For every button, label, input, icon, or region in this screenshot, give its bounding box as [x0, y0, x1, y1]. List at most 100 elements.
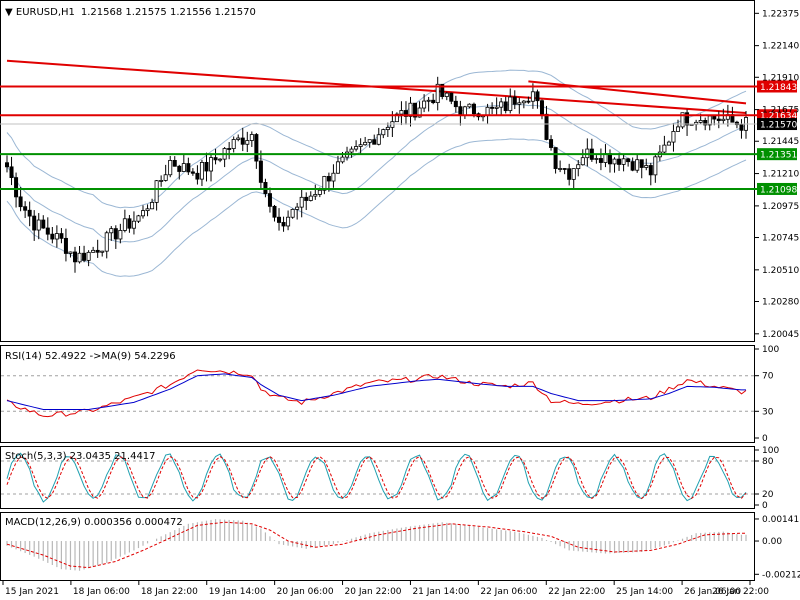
candle	[494, 97, 499, 116]
candle	[549, 135, 554, 151]
price-axis-tick-label: 1.20280	[762, 297, 799, 307]
candle	[648, 162, 653, 186]
candle	[9, 156, 14, 186]
candle	[508, 88, 513, 114]
price-axis-tick-label: 1.20745	[762, 234, 799, 244]
candle	[408, 96, 413, 127]
trendline[interactable]	[528, 80, 747, 105]
header-symbol: EURUSD,H1	[16, 7, 75, 18]
svg-text:1.21570: 1.21570	[760, 121, 797, 131]
candle	[109, 226, 114, 241]
candle	[666, 140, 671, 146]
candle	[68, 251, 73, 258]
candle	[354, 140, 359, 152]
candle	[685, 109, 690, 136]
candle	[399, 101, 404, 126]
time-axis-tick-label: 25 Jan 14:00	[616, 587, 673, 597]
stoch-label: Stoch(5,3,3) 23.0435 21.4417	[5, 451, 156, 462]
candle	[453, 95, 458, 113]
macd-axis-tick-label: 0.00	[762, 537, 782, 547]
candle	[612, 157, 617, 173]
candle	[358, 138, 363, 154]
candle	[54, 225, 59, 248]
rsi-axis-tick-label: 100	[762, 345, 779, 355]
candle	[567, 163, 572, 186]
candle	[322, 175, 327, 195]
candle	[372, 134, 377, 145]
stoch-axis-tick-label: 80	[762, 457, 774, 467]
candle	[467, 103, 472, 109]
candle	[136, 214, 141, 224]
candle	[394, 112, 399, 123]
candle	[77, 246, 82, 264]
time-axis-tick-label: 19 Jan 14:00	[209, 587, 266, 597]
macd-signal-line	[6, 521, 746, 569]
candle	[331, 164, 336, 188]
candle	[45, 217, 50, 241]
candle	[580, 149, 585, 166]
candle	[195, 165, 200, 185]
candle	[177, 164, 182, 180]
time-axis-tick-label: 18 Jan 22:00	[141, 587, 198, 597]
candle	[426, 96, 431, 112]
candle	[36, 213, 41, 240]
candle	[512, 90, 517, 110]
candle	[59, 228, 64, 244]
candle	[50, 227, 55, 244]
candle	[27, 201, 32, 227]
candle	[118, 223, 123, 244]
candle	[594, 155, 599, 164]
candle	[562, 168, 567, 175]
candle	[168, 155, 173, 178]
candle	[431, 93, 436, 105]
candle	[73, 246, 78, 273]
candle	[313, 184, 318, 200]
candle	[639, 159, 644, 179]
candle	[227, 142, 232, 160]
rsi-axis-tick-label: 0	[762, 434, 768, 444]
candle	[490, 102, 495, 115]
candle	[290, 208, 295, 219]
macd-pane-frame	[0, 512, 755, 581]
candle	[413, 102, 418, 121]
time-axis-tick-label: 22 Jan 22:00	[548, 587, 605, 597]
bollinger-upper-band	[6, 69, 747, 209]
time-axis-tick-label: 20 Jan 06:00	[277, 587, 334, 597]
stoch-axis-tick-label: 100	[762, 446, 779, 456]
candle	[113, 225, 118, 249]
main-pane-frame	[0, 0, 755, 342]
candle	[598, 148, 603, 171]
stoch-pane-frame	[0, 446, 755, 509]
candle	[131, 211, 136, 235]
candle	[558, 160, 563, 173]
candle	[653, 154, 658, 183]
candle	[526, 96, 531, 104]
price-axis-tick-label: 1.21910	[762, 73, 799, 83]
candle	[159, 175, 164, 187]
candle	[444, 91, 449, 101]
candle	[154, 180, 159, 211]
candle	[150, 198, 155, 210]
price-tag-support: 1.21351	[757, 148, 797, 161]
candle	[571, 168, 576, 189]
candle	[385, 122, 390, 137]
candle	[630, 157, 635, 172]
candle	[675, 119, 680, 132]
candle	[95, 239, 100, 258]
price-tag-resistance: 1.21843	[757, 80, 797, 93]
svg-text:1.21634: 1.21634	[760, 112, 797, 122]
candle	[662, 135, 667, 154]
candle	[277, 208, 282, 231]
candle	[86, 250, 91, 267]
candle	[231, 136, 236, 153]
current-price-tag: 1.21570	[757, 118, 797, 131]
price-axis-tick-label: 1.20510	[762, 266, 799, 276]
rsi-axis-tick-label: 70	[762, 372, 774, 382]
candle	[435, 76, 440, 111]
candle	[503, 96, 508, 114]
price-axis-tick-label: 1.21445	[762, 137, 799, 147]
candle	[617, 152, 622, 171]
svg-text:1.21098: 1.21098	[760, 185, 797, 195]
macd-label: MACD(12,26,9) 0.000356 0.000472	[5, 517, 183, 528]
